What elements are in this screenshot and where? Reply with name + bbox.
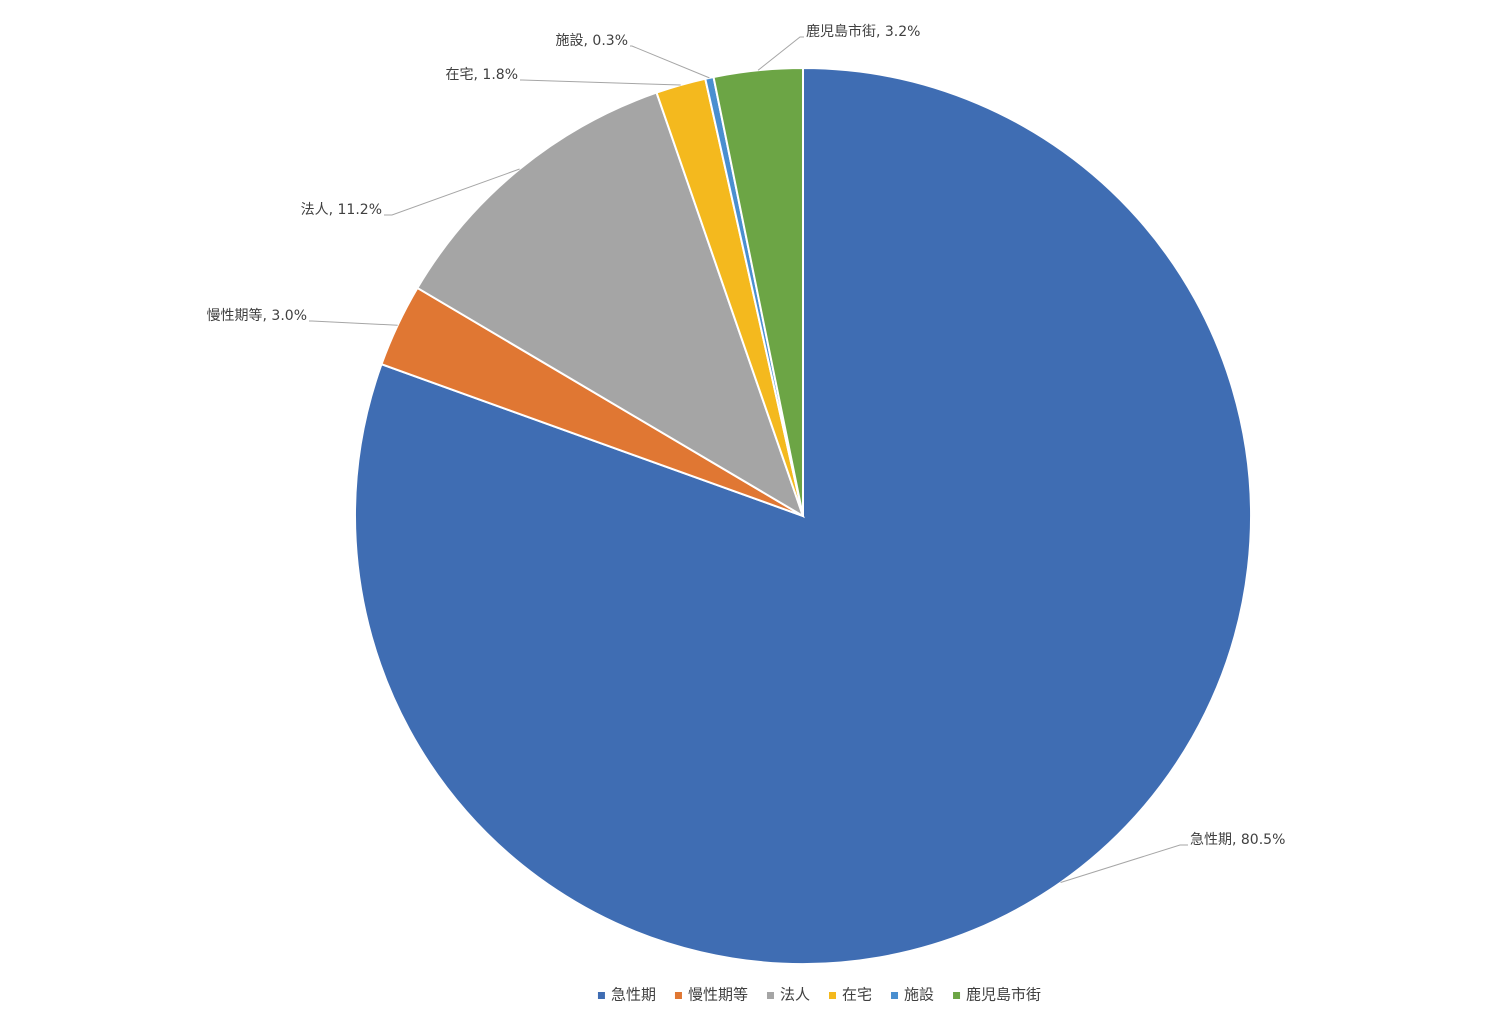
legend-marker [829, 992, 836, 999]
legend-label: 慢性期等 [688, 986, 748, 1004]
legend-label: 急性期 [611, 986, 656, 1004]
data-label: 施設, 0.3% [556, 33, 628, 49]
legend-marker [597, 992, 605, 999]
leader-line [630, 45, 710, 79]
data-label: 在宅, 1.8% [446, 67, 518, 83]
legend-label: 法人 [780, 986, 810, 1004]
legend-marker [766, 992, 774, 999]
legend-marker [953, 992, 961, 999]
data-label: 鹿児島市街, 3.2% [806, 23, 920, 40]
legend-label: 施設 [904, 986, 934, 1004]
data-label: 慢性期等, 3.0% [207, 307, 307, 324]
data-label: 急性期, 80.5% [1190, 832, 1285, 848]
legend-marker [891, 992, 899, 999]
leader-line [520, 79, 681, 86]
leader-line [757, 36, 804, 71]
legend-marker [674, 992, 682, 999]
legend-label: 鹿児島市街 [966, 986, 1041, 1004]
pie-slice [416, 91, 805, 519]
leader-line [1060, 844, 1188, 884]
leader-line [384, 168, 520, 216]
legend-label: 在宅 [842, 986, 872, 1004]
data-label: 法人, 11.2% [301, 202, 382, 218]
leader-line [309, 320, 398, 326]
